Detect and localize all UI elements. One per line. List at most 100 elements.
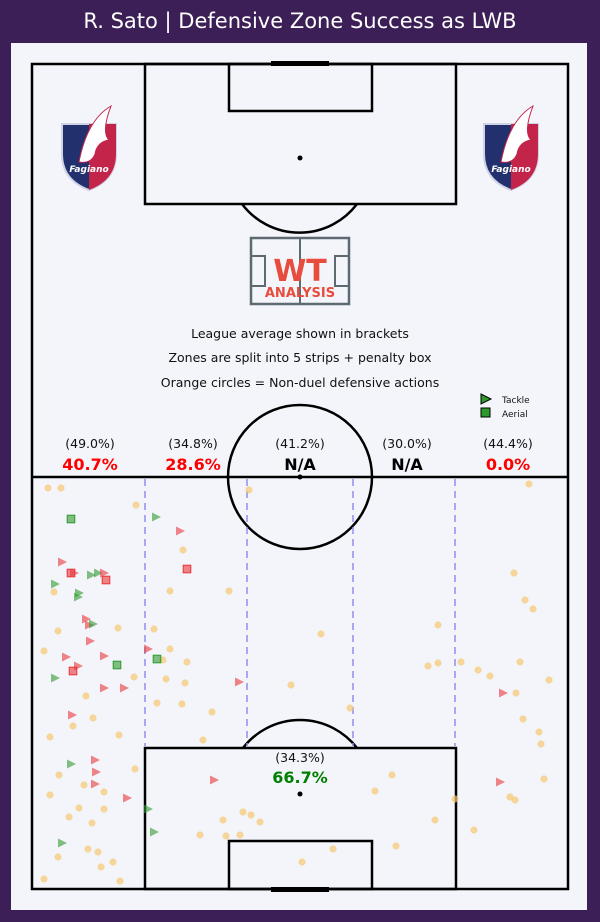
tackle-point xyxy=(150,827,159,837)
wt-logo-sub: ANALYSIS xyxy=(265,286,335,301)
tackle-point xyxy=(210,775,219,785)
non-duel-point xyxy=(179,546,187,554)
non-duel-point xyxy=(239,808,247,816)
non-duel-point xyxy=(537,740,545,748)
aerial-point xyxy=(101,575,111,585)
tackle-point xyxy=(123,793,132,803)
aerial-point xyxy=(152,654,162,664)
legend-tackle-marker xyxy=(480,393,493,405)
zone-4-value: N/A xyxy=(391,455,423,474)
top-penalty-arc xyxy=(241,203,358,234)
non-duel-point xyxy=(457,658,465,666)
tackle-point xyxy=(144,644,153,654)
non-duel-point xyxy=(424,662,432,670)
tackle-point xyxy=(91,779,100,789)
club-crest-right-text: Fagiano xyxy=(491,165,530,175)
aerial-point xyxy=(66,514,76,524)
non-duel-point xyxy=(166,587,174,595)
club-crest-right: Fagiano xyxy=(483,104,539,192)
bottom-goal xyxy=(271,887,329,892)
non-duel-point xyxy=(65,813,73,821)
tackle-point xyxy=(120,683,129,693)
non-duel-point xyxy=(199,736,207,744)
non-duel-point xyxy=(225,587,233,595)
non-duel-point xyxy=(166,645,174,653)
non-duel-point xyxy=(69,722,77,730)
zone-4-league-avg: (30.0%) xyxy=(382,436,431,451)
tackle-point xyxy=(94,568,103,578)
non-duel-point xyxy=(474,666,482,674)
non-duel-point xyxy=(287,681,295,689)
top-goal xyxy=(271,61,329,66)
non-duel-point xyxy=(516,658,524,666)
non-duel-point xyxy=(298,858,306,866)
tackle-point xyxy=(496,777,505,787)
non-duel-point xyxy=(80,781,88,789)
wt-analysis-logo: WT ANALYSIS xyxy=(249,236,351,306)
non-duel-point xyxy=(535,728,543,736)
note-zones: Zones are split into 5 strips + penalty … xyxy=(168,350,431,365)
non-duel-point xyxy=(94,848,102,856)
non-duel-point xyxy=(44,484,52,492)
wt-logo-main: WT xyxy=(273,254,327,289)
non-duel-point xyxy=(256,818,264,826)
non-duel-point xyxy=(392,842,400,850)
note-orange-circles: Orange circles = Non-duel defensive acti… xyxy=(161,375,439,390)
pitch-lines xyxy=(30,62,570,891)
non-duel-point xyxy=(40,875,48,883)
tackle-point xyxy=(91,755,100,765)
non-duel-point xyxy=(162,675,170,683)
non-duel-point xyxy=(114,624,122,632)
non-duel-point xyxy=(100,805,108,813)
tackle-point xyxy=(92,767,101,777)
aerial-point xyxy=(68,666,78,676)
zone-5-value: 0.0% xyxy=(486,455,530,474)
zone-1-league-avg: (49.0%) xyxy=(65,436,114,451)
non-duel-point xyxy=(196,831,204,839)
tackle-point xyxy=(74,661,83,671)
non-duel-point xyxy=(88,819,96,827)
bottom-penalty-arc xyxy=(242,718,358,749)
non-duel-point xyxy=(46,733,54,741)
non-duel-point xyxy=(132,501,140,509)
tackle-point xyxy=(68,710,77,720)
tackle-point xyxy=(62,652,71,662)
zone-2-value: 28.6% xyxy=(165,455,221,474)
centre-spot xyxy=(297,474,303,480)
non-duel-point xyxy=(486,672,494,680)
non-duel-point xyxy=(130,673,138,681)
non-duel-point xyxy=(245,486,253,494)
tackle-point xyxy=(86,636,95,646)
non-duel-point xyxy=(247,811,255,819)
non-duel-point xyxy=(153,699,161,707)
aerial-point xyxy=(112,660,122,670)
tackle-point xyxy=(87,570,96,580)
non-duel-point xyxy=(50,588,58,596)
top-penalty-spot xyxy=(297,155,303,161)
legend-aerial-label: Aerial xyxy=(502,410,528,420)
non-duel-point xyxy=(100,788,108,796)
non-duel-point xyxy=(89,714,97,722)
non-duel-point xyxy=(519,715,527,723)
non-duel-point xyxy=(329,845,337,853)
tackle-point xyxy=(89,619,98,629)
tackle-point xyxy=(74,592,83,602)
non-duel-actions xyxy=(40,480,553,885)
non-duel-point xyxy=(470,826,478,834)
tackle-point xyxy=(235,677,244,687)
non-duel-point xyxy=(208,708,216,716)
non-duel-point xyxy=(57,484,65,492)
non-duel-point xyxy=(55,771,63,779)
tackle-point xyxy=(82,614,91,624)
non-duel-point xyxy=(150,625,158,633)
tackle-point xyxy=(144,804,153,814)
tackle-point xyxy=(70,568,79,578)
tackle-point xyxy=(100,568,109,578)
zone-dividers xyxy=(144,479,456,746)
zone-2-league-avg: (34.8%) xyxy=(168,436,217,451)
non-duel-point xyxy=(510,569,518,577)
non-duel-point xyxy=(506,793,514,801)
chart-title: R. Sato | Defensive Zone Success as LWB xyxy=(83,9,517,33)
zone-3-league-avg: (41.2%) xyxy=(275,436,324,451)
